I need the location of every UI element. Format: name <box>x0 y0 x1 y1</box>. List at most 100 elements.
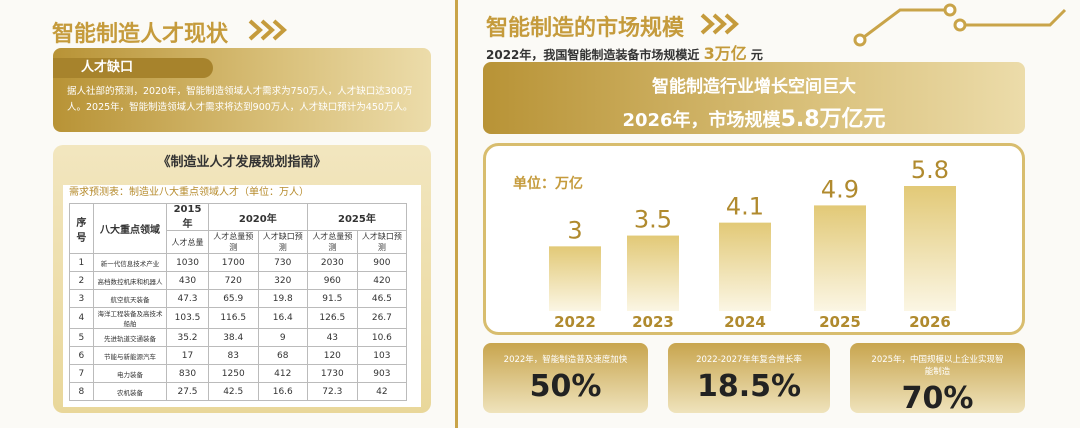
table-cell: 2 <box>69 271 94 290</box>
table-cell: 5 <box>69 328 94 347</box>
bar <box>719 222 771 311</box>
table-cell: 2030 <box>306 253 358 272</box>
stat-value: 70% <box>901 381 974 416</box>
table-cell: 42.5 <box>207 382 259 401</box>
table-cell: 3 <box>69 289 94 308</box>
table-cell: 420 <box>356 271 408 290</box>
right-title: 智能制造的市场规模 <box>486 16 685 41</box>
subheader-row: 人才总量 人才总量预测 人才缺口预测 人才总量预测 人才缺口预测 <box>70 230 408 254</box>
table-cell: 320 <box>257 271 308 290</box>
table-cell: 26.7 <box>356 307 408 329</box>
header-cell: 序号 <box>69 203 94 254</box>
table-cell: 720 <box>207 271 259 290</box>
table-cell: 430 <box>166 271 209 290</box>
table-cell: 16.4 <box>257 307 308 329</box>
banner-highlight: 5.8万亿元 <box>780 107 886 132</box>
table-cell: 17 <box>166 346 209 365</box>
table-cell: 38.4 <box>207 328 259 347</box>
table-row: 4 海洋工程装备及高技术船舶 103.5 116.5 16.4 126.5 26.7 <box>69 307 408 329</box>
table-cell: 1700 <box>207 253 259 272</box>
table-cell: 412 <box>257 364 308 383</box>
table-cell: 1030 <box>166 253 209 272</box>
table-cell: 960 <box>306 271 358 290</box>
divider <box>455 0 458 428</box>
table-cell: 节能与新能源汽车 <box>92 346 168 365</box>
x-tick-label: 2025 <box>819 313 861 331</box>
table-cell: 1730 <box>306 364 358 383</box>
table-cell: 4 <box>69 307 94 329</box>
header-cell: 2015年 <box>166 203 209 231</box>
banner-line1: 智能制造行业增长空间巨大 <box>652 77 856 97</box>
paragraph: 据人社部的预测，2020年，智能制造领域人才需求为750万人，人才缺口达300万… <box>67 86 413 113</box>
table-cell: 航空航天装备 <box>92 289 168 308</box>
table-cell: 高档数控机床和机器人 <box>92 271 168 290</box>
section-heading: 人才缺口 <box>53 58 213 78</box>
stat-value: 50% <box>529 369 602 404</box>
bar <box>814 205 866 311</box>
bar <box>904 186 956 311</box>
value-label: 5.8 <box>911 156 949 184</box>
bar <box>549 246 601 311</box>
chart: 单位：万亿 3 2022 3.5 2023 4.1 2024 4.9 2025 5.8 2026 <box>483 143 1025 335</box>
table-cell: 海洋工程装备及高技术船舶 <box>92 307 168 329</box>
table-cell: 8 <box>69 382 94 401</box>
table-cell: 126.5 <box>306 307 358 329</box>
table-subtitle: 需求预测表：制造业八大重点领域人才（单位：万人） <box>69 187 309 198</box>
table-cell: 120 <box>306 346 358 365</box>
table-cell: 1 <box>69 253 94 272</box>
right-subtitle: 2022年，我国智能制造装备市场规模近 3万亿 元 <box>486 40 763 64</box>
subheader-cell: 人才缺口预测 <box>356 230 408 254</box>
bar <box>627 235 679 311</box>
stat-value: 18.5% <box>696 369 802 404</box>
header-cell: 2025年 <box>306 203 408 231</box>
x-tick-label: 2026 <box>909 313 951 331</box>
banner: 智能制造行业增长空间巨大 2026年，市场规模5.8万亿元 <box>483 62 1025 134</box>
banner-text: 2026年，市场规模 <box>622 110 781 131</box>
table-card: 《制造业人才发展规划指南》 需求预测表：制造业八大重点领域人才（单位：万人） 序… <box>53 145 431 413</box>
table-row: 6 节能与新能源汽车 17 83 68 120 103 <box>69 346 408 365</box>
table-row: 5 先进轨道交通装备 35.2 38.4 9 43 10.6 <box>69 328 408 347</box>
table-cell: 91.5 <box>306 289 358 308</box>
x-tick-label: 2023 <box>632 313 674 331</box>
value-label: 4.1 <box>726 193 764 221</box>
table-cell: 72.3 <box>306 382 358 401</box>
stat-box: 2025年，中国规模以上企业实现智能制造 70% <box>850 343 1025 416</box>
table-cell: 10.6 <box>356 328 408 347</box>
arrows <box>248 19 287 41</box>
table-row: 1 新一代信息技术产业 1030 1700 730 2030 900 <box>69 253 408 272</box>
table-row: 2 高档数控机床和机器人 430 720 320 960 420 <box>69 271 408 290</box>
section-text: 人才缺口 <box>81 60 134 75</box>
stat-label: 2022-2027年年复合增长率 <box>696 355 802 365</box>
table-cell: 830 <box>166 364 209 383</box>
x-tick-label: 2022 <box>554 313 596 331</box>
header-cell: 八大重点领域 <box>92 203 168 254</box>
table-cell: 46.5 <box>356 289 408 308</box>
subheader-cell: 人才总量预测 <box>207 230 259 254</box>
subheader-cell: 人才缺口预测 <box>257 230 308 254</box>
table-cell: 19.8 <box>257 289 308 308</box>
table-cell: 16.6 <box>257 382 308 401</box>
subtitle-text: 2022年，我国智能制造装备市场规模近 <box>486 48 700 62</box>
table-cell: 1250 <box>207 364 259 383</box>
table-cell: 35.2 <box>166 328 209 347</box>
table-title: 《制造业人才发展规划指南》 <box>157 155 327 170</box>
table-cell: 903 <box>356 364 408 383</box>
value-label: 3 <box>567 216 582 244</box>
table: 序号 八大重点领域 2015年 2020年 2025年 人才总量 人才总量预测 人才缺口预测人… <box>69 203 408 401</box>
table-row: 3 航空航天装备 47.3 65.9 19.8 91.5 46.5 <box>69 289 408 308</box>
table-cell: 83 <box>207 346 259 365</box>
header-cell: 2020年 <box>207 203 308 231</box>
stat-box: 2022年，智能制造普及速度加快 50% <box>483 343 648 413</box>
table-cell: 6 <box>69 346 94 365</box>
table-cell: 9 <box>257 328 308 347</box>
header-row: 序号 八大重点领域 2015年 2020年 2025年 <box>69 203 408 254</box>
table-cell: 900 <box>356 253 408 272</box>
table-cell: 68 <box>257 346 308 365</box>
table-row: 8 农机装备 27.5 42.5 16.6 72.3 42 <box>69 382 408 401</box>
table-cell: 103 <box>356 346 408 365</box>
subtitle-highlight: 3万亿 <box>703 44 747 63</box>
subheader-cell: 人才总量预测 <box>306 230 358 254</box>
table-cell: 27.5 <box>166 382 209 401</box>
table-cell: 47.3 <box>166 289 209 308</box>
